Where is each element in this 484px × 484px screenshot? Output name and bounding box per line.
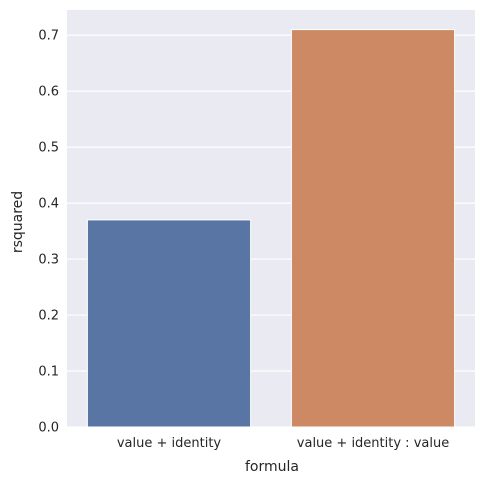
y-tick-label: 0.4 (38, 197, 59, 212)
y-tick-label: 0.7 (38, 29, 59, 44)
y-tick-label: 0.5 (38, 141, 59, 156)
x-axis-label: formula (245, 459, 299, 475)
x-tick-label: value + identity (117, 436, 222, 451)
x-tick-label: value + identity : value (297, 436, 449, 451)
x-tick-labels: value + identity value + identity : value (117, 436, 449, 451)
bars (86, 29, 456, 428)
bar (290, 29, 456, 428)
y-tick-labels: 0.0 0.1 0.2 0.3 0.4 0.5 0.6 0.7 (38, 29, 59, 436)
bar (86, 219, 252, 428)
y-tick-label: 0.3 (38, 253, 59, 268)
y-tick-label: 0.6 (38, 85, 59, 100)
y-tick-label: 0.2 (38, 309, 59, 324)
y-tick-label: 0.0 (38, 421, 59, 436)
y-axis-label: rsquared (10, 191, 26, 253)
y-tick-label: 0.1 (38, 365, 59, 380)
